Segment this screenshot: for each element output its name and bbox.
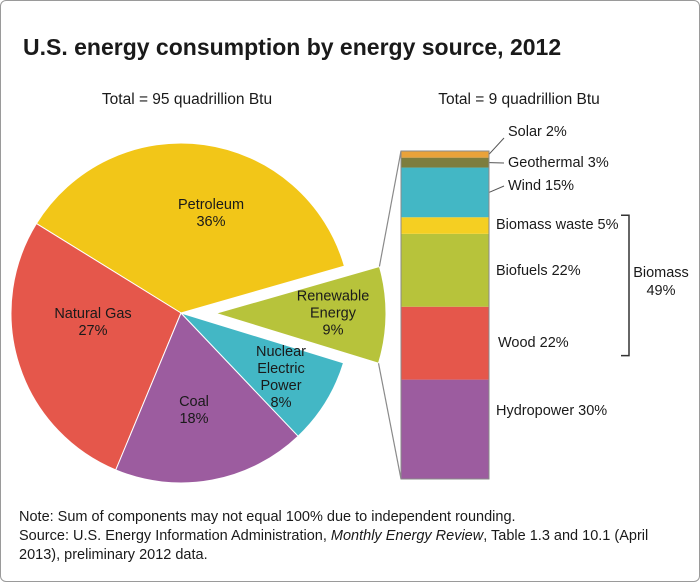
notes: Note: Sum of components may not equal 10… bbox=[19, 508, 659, 565]
bracket bbox=[621, 214, 630, 357]
pie-label: Petroleum 36% bbox=[151, 197, 271, 231]
pie-slice bbox=[10, 222, 182, 471]
slice-name: Coal bbox=[179, 394, 209, 410]
bar-segment bbox=[401, 151, 489, 158]
slice-name: Renewable Energy bbox=[296, 288, 370, 322]
bar-outline bbox=[400, 150, 490, 480]
slice-value: 27% bbox=[78, 323, 108, 339]
series-name: Biofuels bbox=[496, 263, 548, 279]
slice-value: 8% bbox=[270, 395, 292, 411]
value-label: 30% bbox=[578, 403, 607, 419]
annotation-value: 49% bbox=[646, 283, 675, 299]
slice-name: Nuclear Electric Power bbox=[256, 344, 306, 394]
series-name: Wind bbox=[508, 178, 541, 194]
slice-name: Natural Gas bbox=[54, 306, 132, 322]
leader-line bbox=[488, 185, 505, 193]
bar-segment bbox=[401, 306, 489, 380]
slice-value: 36% bbox=[196, 214, 226, 230]
bar-segment bbox=[401, 233, 489, 307]
note: Note: Sum of components may not equal 10… bbox=[19, 509, 516, 525]
slice-value: 9% bbox=[322, 322, 344, 339]
series-name: Solar bbox=[508, 124, 542, 140]
pie-slice bbox=[115, 312, 299, 484]
bar-label: Solar 2% bbox=[508, 124, 567, 140]
annotation-text: Biomass bbox=[633, 265, 689, 281]
source-text: Source: U.S. Energy Information Administ… bbox=[19, 528, 331, 544]
source: Source: U.S. Energy Information Administ… bbox=[19, 527, 659, 565]
source-text: , Table 1.3 and 10.1 (April 2013), preli… bbox=[19, 528, 649, 563]
pie-label: Natural Gas 27% bbox=[33, 306, 153, 340]
slice-value: 18% bbox=[179, 411, 209, 427]
value-label: 3% bbox=[588, 155, 609, 171]
bar-segment bbox=[401, 217, 489, 234]
pie-slice bbox=[35, 142, 346, 314]
chart-title: U.S. energy consumption by energy source… bbox=[23, 34, 561, 60]
bar-segment bbox=[401, 379, 489, 479]
slice-name: Petroleum bbox=[177, 197, 245, 213]
pie-label: Renewable Energy 9% bbox=[293, 289, 373, 340]
series-name: Hydropower bbox=[496, 403, 574, 419]
bar-label: Wood 22% bbox=[498, 335, 569, 351]
series-name: Wood bbox=[498, 335, 536, 351]
series-name: Biomass waste bbox=[496, 217, 594, 233]
value-label: 22% bbox=[540, 335, 569, 351]
value-label: 2% bbox=[546, 124, 567, 140]
connector bbox=[377, 363, 402, 480]
bar-segment bbox=[401, 157, 489, 168]
pie-slice bbox=[214, 265, 387, 364]
bar-label: Biomass waste 5% bbox=[496, 217, 619, 233]
value-label: 22% bbox=[552, 263, 581, 279]
pie-subtitle: Total = 95 quadrillion Btu bbox=[102, 91, 272, 108]
pie-label: Coal 18% bbox=[154, 394, 234, 428]
bar-label: Hydropower 30% bbox=[496, 403, 607, 419]
leader-line bbox=[488, 137, 505, 155]
bar-label: Biofuels 22% bbox=[496, 263, 581, 279]
pie-slice bbox=[179, 311, 345, 437]
bar-label: Geothermal 3% bbox=[508, 155, 609, 171]
series-name: Geothermal bbox=[508, 155, 584, 171]
pie-label: Nuclear Electric Power 8% bbox=[246, 344, 316, 412]
source-title: Monthly Energy Review bbox=[330, 528, 484, 544]
bar-segment bbox=[401, 167, 489, 218]
bar-subtitle: Total = 9 quadrillion Btu bbox=[438, 91, 600, 108]
value-label: 5% bbox=[598, 217, 619, 233]
value-label: 15% bbox=[545, 178, 574, 194]
bar-label: Wind 15% bbox=[508, 178, 574, 194]
connector bbox=[378, 150, 402, 267]
